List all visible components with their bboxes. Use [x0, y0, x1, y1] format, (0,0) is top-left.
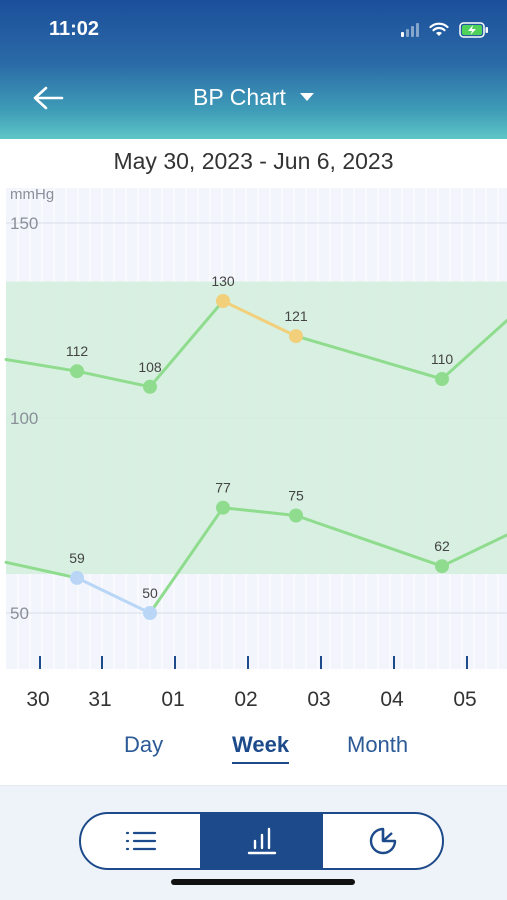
cellular-signal-icon	[401, 23, 419, 37]
series-line-segment	[294, 334, 444, 381]
data-point	[70, 570, 84, 585]
data-label: 110	[431, 351, 454, 367]
status-time: 11:02	[49, 18, 100, 40]
x-tick-label: 01	[161, 688, 184, 711]
x-tick-label: 03	[307, 688, 330, 711]
pie-view-button[interactable]	[321, 814, 442, 868]
data-label: 59	[69, 550, 85, 566]
back-arrow-icon[interactable]	[30, 84, 66, 112]
data-label: 62	[434, 538, 450, 554]
bp-chart: mmHg200150100503031010203040511210813012…	[4, 186, 507, 711]
x-tick-label: 04	[380, 688, 404, 711]
chevron-down-icon	[299, 92, 314, 101]
data-point	[143, 606, 157, 620]
series-line-segment	[440, 319, 507, 381]
data-label: 50	[142, 585, 158, 601]
data-label: 112	[66, 343, 89, 359]
chart-type-dropdown[interactable]: BP Chart	[193, 84, 314, 111]
tab-week[interactable]: Week	[232, 732, 290, 764]
data-label: 108	[138, 359, 162, 375]
pie-chart-icon	[369, 827, 396, 855]
series-line-segment	[294, 514, 444, 568]
chart-view-button[interactable]	[200, 814, 321, 868]
x-tick-label: 02	[234, 688, 257, 711]
tab-day[interactable]: Day	[124, 732, 164, 757]
data-point	[435, 559, 449, 574]
x-tick-label: 05	[453, 688, 476, 711]
normal-range-band	[6, 457, 507, 574]
data-point	[70, 364, 84, 379]
x-tick-label: 30	[26, 688, 49, 711]
list-view-button[interactable]	[81, 814, 200, 868]
data-label: 75	[288, 488, 304, 504]
page-title: BP Chart	[193, 84, 286, 110]
date-range-label: May 30, 2023 - Jun 6, 2023	[113, 148, 394, 174]
series-line-segment	[221, 299, 298, 338]
view-switcher	[79, 812, 444, 870]
y-axis-unit: mmHg	[10, 186, 54, 203]
period-tabs: Day Week Month	[0, 732, 507, 772]
y-tick-label: 50	[10, 604, 29, 623]
series-line-segment	[75, 369, 152, 389]
home-indicator	[171, 879, 355, 885]
data-point	[143, 379, 157, 394]
battery-charging-icon	[459, 22, 488, 38]
series-line-segment	[148, 299, 225, 389]
y-tick-label: 150	[10, 214, 38, 233]
data-label: 77	[215, 480, 231, 496]
series-line-segment	[221, 506, 298, 517]
series-line-segment	[4, 560, 79, 580]
wifi-icon	[429, 22, 449, 36]
series-line-segment	[148, 506, 225, 615]
series-line-segment	[4, 358, 79, 373]
data-point	[216, 500, 230, 515]
y-tick-label: 100	[10, 409, 38, 428]
app-header: 11:02 BP Chart	[0, 0, 507, 139]
tab-month[interactable]: Month	[347, 732, 409, 757]
data-point	[435, 372, 449, 386]
normal-range-band	[6, 281, 507, 457]
series-line-segment	[75, 576, 152, 615]
x-tick-label: 31	[88, 688, 111, 711]
status-icons	[401, 20, 489, 40]
data-label: 121	[284, 308, 308, 324]
data-label: 130	[211, 273, 235, 289]
series-line-segment	[440, 533, 507, 568]
data-point	[216, 294, 230, 308]
divider	[0, 785, 507, 786]
data-point	[289, 329, 303, 344]
list-icon	[125, 831, 156, 851]
data-point	[289, 508, 303, 523]
bar-chart-icon	[247, 827, 276, 855]
